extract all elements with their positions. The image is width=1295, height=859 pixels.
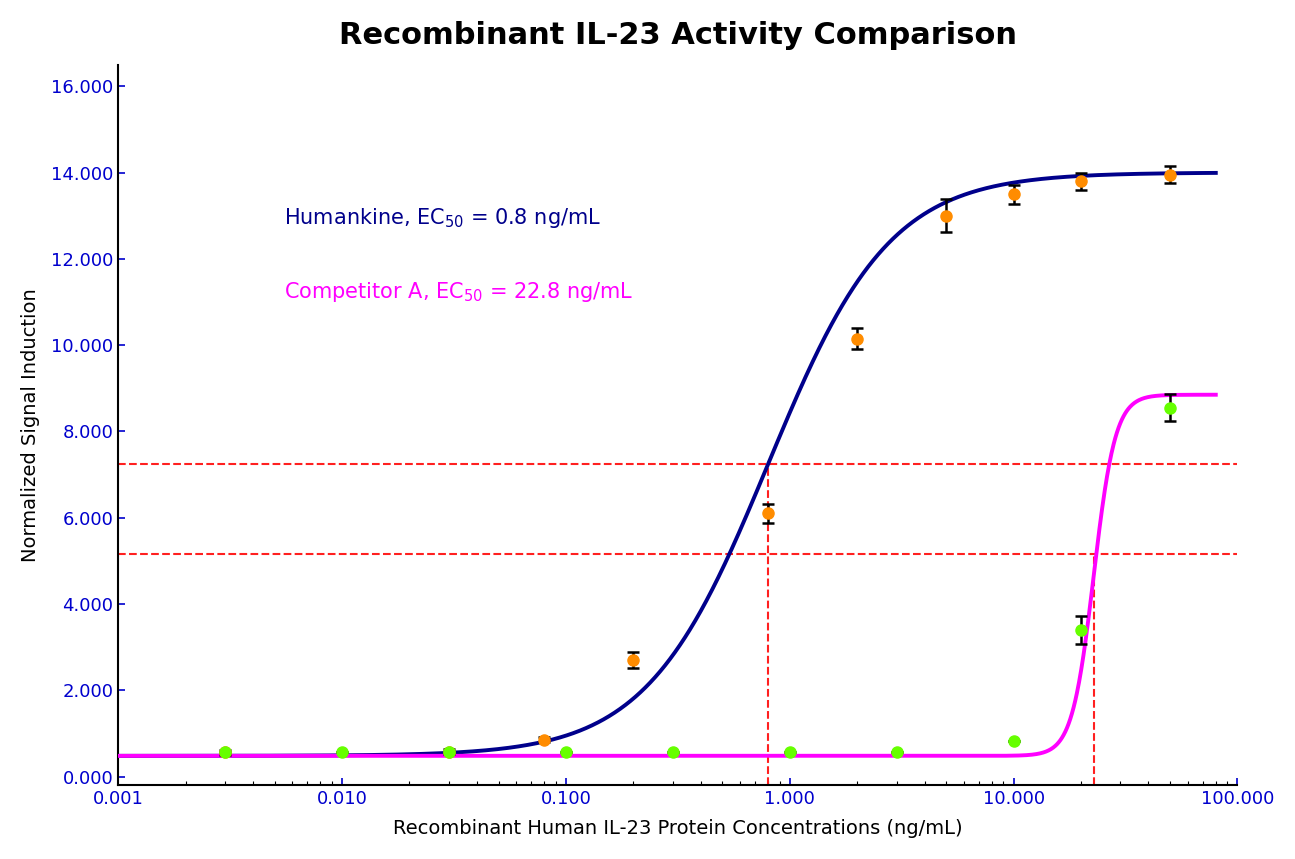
Title: Recombinant IL-23 Activity Comparison: Recombinant IL-23 Activity Comparison <box>339 21 1017 50</box>
X-axis label: Recombinant Human IL-23 Protein Concentrations (ng/mL): Recombinant Human IL-23 Protein Concentr… <box>392 819 962 838</box>
Y-axis label: Normalized Signal Induction: Normalized Signal Induction <box>21 288 40 562</box>
Text: Humankine, EC$_{50}$ = 0.8 ng/mL: Humankine, EC$_{50}$ = 0.8 ng/mL <box>284 206 601 230</box>
Text: Competitor A, EC$_{50}$ = 22.8 ng/mL: Competitor A, EC$_{50}$ = 22.8 ng/mL <box>284 280 633 303</box>
